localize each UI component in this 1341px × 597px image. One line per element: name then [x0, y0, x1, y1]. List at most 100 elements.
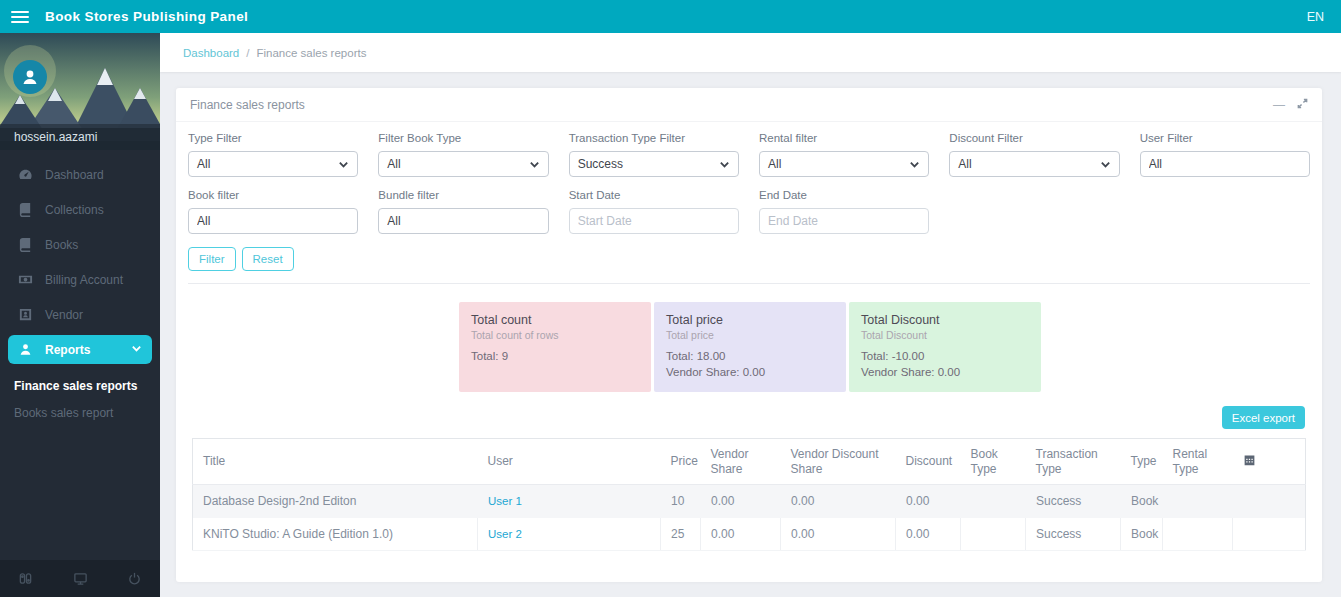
col-price[interactable]: Price — [661, 439, 701, 485]
avatar[interactable] — [13, 60, 47, 94]
cell-date — [1233, 518, 1306, 551]
chevron-down-icon — [529, 159, 540, 170]
collapse-icon[interactable]: — — [1273, 99, 1285, 111]
main-area: Dashboard / Finance sales reports Financ… — [160, 33, 1341, 597]
start-date-input[interactable] — [569, 208, 739, 234]
table-row[interactable]: KNiTO Studio: A Guide (Edition 1.0) User… — [193, 518, 1306, 551]
cell-vendor-share: 0.00 — [701, 518, 781, 551]
sidebar-item-collections[interactable]: Collections — [0, 192, 160, 227]
col-transaction-type[interactable]: Transaction Type — [1026, 439, 1121, 485]
profile-panel: hossein.aazami — [0, 33, 160, 150]
discount-filter-field: Discount Filter All — [949, 132, 1119, 177]
chevron-down-icon — [131, 343, 142, 357]
reset-button[interactable]: Reset — [242, 247, 294, 271]
breadcrumb-current: Finance sales reports — [256, 47, 366, 59]
total-count-card: Total count Total count of rows Total: 9 — [459, 302, 651, 392]
type-filter-label: Type Filter — [188, 132, 358, 144]
breadcrumb-dashboard-link[interactable]: Dashboard — [183, 47, 239, 59]
username: hossein.aazami — [0, 124, 160, 150]
cell-transaction-type: Success — [1026, 485, 1121, 518]
col-vendor-discount-share[interactable]: Vendor Discount Share — [781, 439, 896, 485]
toggle-panel-icon[interactable] — [18, 571, 33, 586]
col-vendor-share[interactable]: Vendor Share — [701, 439, 781, 485]
sidebar-menu: Dashboard Collections Books Billing Acco… — [0, 150, 160, 560]
table-row[interactable]: Database Design-2nd Editon User 1 10 0.0… — [193, 485, 1306, 518]
section-divider — [188, 283, 1310, 284]
type-filter-field: Type Filter All — [188, 132, 358, 177]
cell-title: KNiTO Studio: A Guide (Edition 1.0) — [193, 518, 478, 551]
sidebar-item-billing-account[interactable]: Billing Account — [0, 262, 160, 297]
card-header: Finance sales reports — — [176, 88, 1322, 122]
rental-filter-select[interactable]: All — [759, 151, 929, 177]
book-filter-field: Book filter — [188, 189, 358, 234]
expand-icon[interactable] — [1297, 98, 1308, 111]
summary-subtitle: Total count of rows — [471, 329, 639, 341]
end-date-label: End Date — [759, 189, 929, 201]
sidebar-item-label: Vendor — [45, 308, 83, 322]
book-type-filter-select[interactable]: All — [378, 151, 548, 177]
bundle-filter-input[interactable] — [378, 208, 548, 234]
sidebar-item-reports[interactable]: Reports — [8, 335, 152, 364]
transaction-type-filter-select[interactable]: Success — [569, 151, 739, 177]
type-filter-value: All — [197, 157, 338, 171]
reports-submenu: Finance sales reports Books sales report — [0, 367, 160, 427]
sidebar-item-label: Collections — [45, 203, 104, 217]
col-date[interactable] — [1233, 439, 1306, 485]
content-area: Finance sales reports — Type Filter — [160, 72, 1341, 582]
user-link[interactable]: User 1 — [488, 495, 522, 507]
cell-discount: 0.00 — [896, 518, 961, 551]
export-row: Excel export — [188, 406, 1305, 429]
col-user[interactable]: User — [478, 439, 661, 485]
user-link[interactable]: User 2 — [488, 528, 522, 540]
col-discount[interactable]: Discount — [896, 439, 961, 485]
power-icon[interactable] — [127, 571, 142, 586]
book-type-filter-field: Filter Book Type All — [378, 132, 548, 177]
filter-button[interactable]: Filter — [188, 247, 236, 271]
end-date-field: End Date — [759, 189, 929, 234]
start-date-field: Start Date — [569, 189, 739, 234]
col-title[interactable]: Title — [193, 439, 478, 485]
sidebar-item-dashboard[interactable]: Dashboard — [0, 157, 160, 192]
user-filter-input[interactable] — [1140, 151, 1310, 177]
book-filter-input[interactable] — [188, 208, 358, 234]
excel-export-button[interactable]: Excel export — [1222, 406, 1305, 429]
calendar-icon — [1243, 453, 1256, 466]
report-table: Title User Price Vendor Share Vendor Dis… — [192, 438, 1306, 551]
cell-type: Book — [1121, 485, 1163, 518]
transaction-type-filter-label: Transaction Type Filter — [569, 132, 739, 144]
col-book-type[interactable]: Book Type — [961, 439, 1026, 485]
col-rental-type[interactable]: Rental Type — [1163, 439, 1233, 485]
table-header-row: Title User Price Vendor Share Vendor Dis… — [193, 439, 1306, 485]
monitor-icon[interactable] — [73, 571, 88, 586]
cell-vendor-share: 0.00 — [701, 485, 781, 518]
hamburger-menu-icon[interactable] — [11, 11, 29, 23]
start-date-label: Start Date — [569, 189, 739, 201]
cell-date — [1233, 485, 1306, 518]
rental-filter-label: Rental filter — [759, 132, 929, 144]
sidebar-subitem-books-sales-report[interactable]: Books sales report — [0, 400, 160, 427]
book-filter-label: Book filter — [188, 189, 358, 201]
discount-filter-label: Discount Filter — [949, 132, 1119, 144]
chevron-down-icon — [338, 159, 349, 170]
cell-vendor-discount-share: 0.00 — [781, 485, 896, 518]
transaction-type-filter-field: Transaction Type Filter Success — [569, 132, 739, 177]
sidebar-item-vendor[interactable]: Vendor — [0, 297, 160, 332]
total-price-card: Total price Total price Total: 18.00 Ven… — [654, 302, 846, 392]
summary-cards: Total count Total count of rows Total: 9… — [459, 302, 1310, 392]
sidebar-item-books[interactable]: Books — [0, 227, 160, 262]
type-filter-select[interactable]: All — [188, 151, 358, 177]
cell-transaction-type: Success — [1026, 518, 1121, 551]
report-table-wrap: Title User Price Vendor Share Vendor Dis… — [192, 438, 1306, 551]
cell-discount: 0.00 — [896, 485, 961, 518]
filter-actions: Filter Reset — [188, 247, 1310, 271]
sidebar-item-label: Billing Account — [45, 273, 123, 287]
sidebar-item-label: Dashboard — [45, 168, 104, 182]
discount-filter-select[interactable]: All — [949, 151, 1119, 177]
col-type[interactable]: Type — [1121, 439, 1163, 485]
end-date-input[interactable] — [759, 208, 929, 234]
bundle-filter-field: Bundle filter — [378, 189, 548, 234]
banknote-icon — [18, 272, 33, 287]
sidebar-subitem-finance-sales-reports[interactable]: Finance sales reports — [0, 373, 160, 400]
filters-row-1: Type Filter All Filter Book Type All — [188, 132, 1310, 234]
language-switcher[interactable]: EN — [1307, 10, 1324, 24]
